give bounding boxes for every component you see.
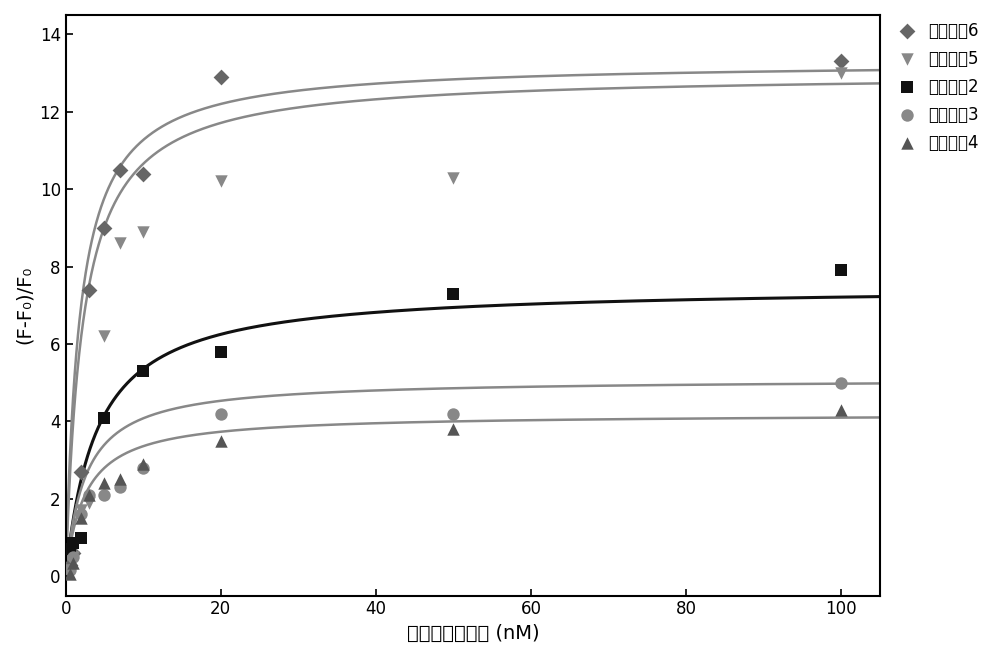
核酸适䤴6: [81, 284, 97, 295]
核酸适䤴5: [73, 505, 89, 516]
核酸适䤴5: [62, 565, 78, 576]
核酸适䤴5: [96, 331, 112, 342]
核酸适䤴3: [833, 378, 849, 388]
核酸适䤴6: [65, 547, 81, 558]
核酸适䤴4: [65, 557, 81, 568]
核酸适䤴4: [135, 459, 151, 469]
核酸适䤴2: [445, 288, 461, 299]
核酸适䤴5: [81, 497, 97, 508]
核酸适䤴4: [445, 424, 461, 434]
核酸适䤴4: [112, 474, 128, 485]
核酸适䤴6: [213, 72, 229, 82]
核酸适䤴3: [81, 490, 97, 500]
核酸适䤴6: [135, 168, 151, 179]
核酸适䤴6: [62, 559, 78, 570]
核酸适䤴3: [65, 551, 81, 562]
核酸适䤴6: [73, 467, 89, 477]
核酸适䤴3: [135, 463, 151, 473]
核酸适䤴2: [213, 347, 229, 357]
核酸适䤴2: [62, 544, 78, 555]
核酸适䤴4: [81, 490, 97, 500]
核酸适䤴2: [65, 538, 81, 549]
核酸适䤴2: [96, 413, 112, 423]
核酸适䤴2: [833, 265, 849, 276]
核酸适䤴5: [445, 172, 461, 183]
核酸适䤴3: [112, 482, 128, 492]
核酸适䤴5: [213, 176, 229, 187]
核酸适䤴6: [112, 164, 128, 175]
核酸适䤴4: [96, 478, 112, 489]
核酸适䤴4: [62, 569, 78, 580]
核酸适䤴4: [213, 436, 229, 446]
核酸适䤴4: [833, 405, 849, 415]
核酸适䤴3: [96, 490, 112, 500]
核酸适䤴6: [833, 56, 849, 66]
核酸适䤴4: [73, 513, 89, 523]
核酸适䤴3: [73, 509, 89, 520]
核酸适䤴5: [65, 551, 81, 562]
核酸适䤴3: [213, 409, 229, 419]
核酸适䤴3: [62, 565, 78, 576]
Legend: 核酸适䤴6, 核酸适䤴5, 核酸适䤴2, 核酸适䤴3, 核酸适䤴4: 核酸适䤴6, 核酸适䤴5, 核酸适䤴2, 核酸适䤴3, 核酸适䤴4: [888, 15, 985, 159]
核酸适䤴5: [833, 68, 849, 78]
核酸适䤴2: [135, 366, 151, 376]
X-axis label: 核酸适体的浓度 (nM): 核酸适体的浓度 (nM): [407, 624, 539, 643]
核酸适䤴6: [96, 222, 112, 233]
核酸适䤴5: [135, 226, 151, 237]
核酸适䤴5: [112, 238, 128, 249]
核酸适䤴2: [73, 532, 89, 543]
Y-axis label: (F-F₀)/F₀: (F-F₀)/F₀: [15, 266, 34, 345]
核酸适䤴3: [445, 409, 461, 419]
